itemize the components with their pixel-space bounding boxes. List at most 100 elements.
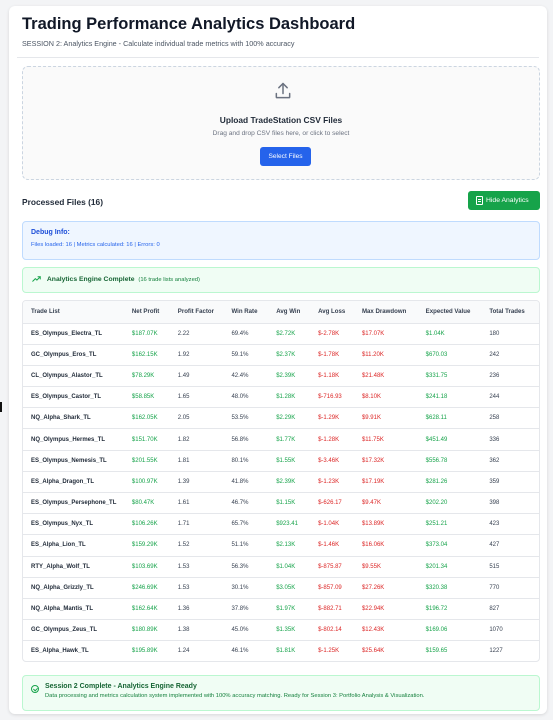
processed-files-title: Processed Files (16) xyxy=(22,197,103,207)
table-cell: $-2.78K xyxy=(310,323,354,345)
table-cell: $1.77K xyxy=(268,428,311,451)
table-cell: NQ_Alpha_Mantis_TL xyxy=(23,598,124,621)
table-cell: $17.19K xyxy=(353,471,418,494)
table-cell: 1.65 xyxy=(169,386,224,409)
column-header: Trade List xyxy=(23,301,124,324)
select-files-button[interactable]: Select Files xyxy=(260,147,311,166)
table-cell: $162.05K xyxy=(123,407,170,430)
column-header: Profit Factor xyxy=(169,301,224,324)
table-cell: 827 xyxy=(481,598,539,621)
table-cell: $25.64K xyxy=(353,640,418,661)
table-cell: GC_Olympus_Zeus_TL xyxy=(23,619,124,642)
table-cell: $21.48K xyxy=(353,365,418,388)
table-cell: ES_Olympus_Castor_TL xyxy=(23,386,124,409)
table-cell: $22.94K xyxy=(353,598,418,621)
table-cell: $1.04K xyxy=(417,323,482,345)
table-cell: 1.53 xyxy=(169,556,224,578)
table-cell: $2.39K xyxy=(268,471,311,494)
table-cell: $1.04K xyxy=(268,556,311,578)
table-cell: $-1.18K xyxy=(310,365,354,388)
table-cell: GC_Olympus_Eros_TL xyxy=(23,344,124,366)
table-cell: ES_Olympus_Nemesis_TL xyxy=(23,450,124,472)
table-cell: $241.18 xyxy=(417,386,482,409)
document-icon xyxy=(476,196,483,205)
table-cell: 1.49 xyxy=(169,365,224,388)
table-cell: 770 xyxy=(481,577,539,599)
debug-text: Files loaded: 16 | Metrics calculated: 1… xyxy=(31,242,160,248)
table-cell: 336 xyxy=(481,428,539,451)
table-body: ES_Olympus_Electra_TL $187.07K 2.22 69.4% $2… xyxy=(23,323,539,661)
table-cell: 236 xyxy=(481,365,539,388)
table-row: ES_Olympus_Nemesis_TL $201.55K 1.81 80.1% $1… xyxy=(23,450,539,472)
table-cell: 59.1% xyxy=(223,344,269,366)
table-cell: 2.05 xyxy=(169,407,224,430)
table-cell: $11.20K xyxy=(353,344,418,366)
hide-analytics-button[interactable]: Hide Analytics xyxy=(468,191,540,210)
table-row: ES_Olympus_Nyx_TL $106.26K 1.71 65.7% $923.4… xyxy=(23,513,539,536)
table-cell: ES_Alpha_Hawk_TL xyxy=(23,640,124,661)
table-cell: 423 xyxy=(481,513,539,536)
table-cell: $201.55K xyxy=(123,450,170,472)
table-row: ES_Alpha_Lion_TL $159.29K 1.52 51.1% $2.13K $… xyxy=(23,534,539,557)
column-header: Total Trades xyxy=(481,301,539,324)
table-row: GC_Olympus_Zeus_TL $180.89K 1.38 45.0% $1.35… xyxy=(23,619,539,642)
table-cell: 41.8% xyxy=(223,471,269,494)
table-cell: $556.78 xyxy=(417,450,482,472)
table-cell: $-1.78K xyxy=(310,344,354,366)
table-cell: 1.61 xyxy=(169,492,224,515)
table-cell: $-1.04K xyxy=(310,513,354,536)
table-cell: $-857.09 xyxy=(310,577,354,599)
table-cell: 48.0% xyxy=(223,386,269,409)
table-cell: 1.81 xyxy=(169,450,224,472)
table-cell: 1.52 xyxy=(169,534,224,557)
table-cell: $100.97K xyxy=(123,471,170,494)
metrics-table: Trade List Net Profit Profit Factor Win Rat… xyxy=(23,301,539,661)
table-row: NQ_Alpha_Grizzly_TL $246.69K 1.53 30.1% $3.0… xyxy=(23,577,539,599)
table-cell: $2.37K xyxy=(268,344,311,366)
table-row: RTY_Alpha_Wolf_TL $103.69K 1.53 56.3% $1.04K… xyxy=(23,556,539,578)
table-cell: $373.04 xyxy=(417,534,482,557)
table-cell: $670.03 xyxy=(417,344,482,366)
upload-dropzone[interactable]: Upload TradeStation CSV Files Drag and d… xyxy=(22,66,540,180)
table-cell: 37.8% xyxy=(223,598,269,621)
upload-title: Upload TradeStation CSV Files xyxy=(219,115,343,125)
table-cell: $2.29K xyxy=(268,407,311,430)
table-cell: $1.15K xyxy=(268,492,311,515)
table-cell: $16.06K xyxy=(353,534,418,557)
engine-status-banner: Analytics Engine Complete (16 trade list… xyxy=(22,267,540,293)
table-cell: $628.11 xyxy=(417,407,482,430)
table-cell: 359 xyxy=(481,471,539,494)
table-cell: 1.53 xyxy=(169,577,224,599)
table-row: ES_Alpha_Hawk_TL $195.89K 1.24 46.1% $1.81K $… xyxy=(23,640,539,661)
table-cell: 398 xyxy=(481,492,539,515)
engine-status-title: Analytics Engine Complete xyxy=(46,276,135,283)
table-row: ES_Olympus_Persephone_TL $80.47K 1.61 46.7%… xyxy=(23,492,539,515)
table-cell: $187.07K xyxy=(123,323,170,345)
table-cell: 242 xyxy=(481,344,539,366)
table-cell: 2.22 xyxy=(169,323,224,345)
table-cell: $162.64K xyxy=(123,598,170,621)
table-row: ES_Olympus_Castor_TL $58.85K 1.65 48.0% $1.2… xyxy=(23,386,539,409)
table-cell: 45.0% xyxy=(223,619,269,642)
table-row: ES_Olympus_Electra_TL $187.07K 2.22 69.4% $2… xyxy=(23,323,539,345)
edge-mark xyxy=(0,402,2,412)
table-cell: $-802.14 xyxy=(310,619,354,642)
table-cell: 1.38 xyxy=(169,619,224,642)
table-cell: NQ_Alpha_Grizzly_TL xyxy=(23,577,124,599)
table-cell: $151.70K xyxy=(123,428,170,451)
table-cell: $27.26K xyxy=(353,577,418,599)
session-complete-text: Data processing and metrics calculation … xyxy=(45,693,425,699)
table-row: GC_Olympus_Eros_TL $162.15K 1.92 59.1% $2.37… xyxy=(23,344,539,366)
table-cell: $196.72 xyxy=(417,598,482,621)
table-cell: 65.7% xyxy=(223,513,269,536)
table-cell: 1.36 xyxy=(169,598,224,621)
table-cell: $281.26 xyxy=(417,471,482,494)
table-cell: $9.47K xyxy=(353,492,418,515)
column-header: Avg Loss xyxy=(310,301,354,324)
table-cell: 1227 xyxy=(481,640,539,661)
debug-title: Debug Info: xyxy=(31,229,70,236)
session-complete-title: Session 2 Complete - Analytics Engine Re… xyxy=(45,683,197,690)
table-cell: $320.38 xyxy=(417,577,482,599)
table-row: NQ_Alpha_Shark_TL $162.05K 2.05 53.5% $2.29K… xyxy=(23,407,539,430)
table-cell: $1.81K xyxy=(268,640,311,661)
